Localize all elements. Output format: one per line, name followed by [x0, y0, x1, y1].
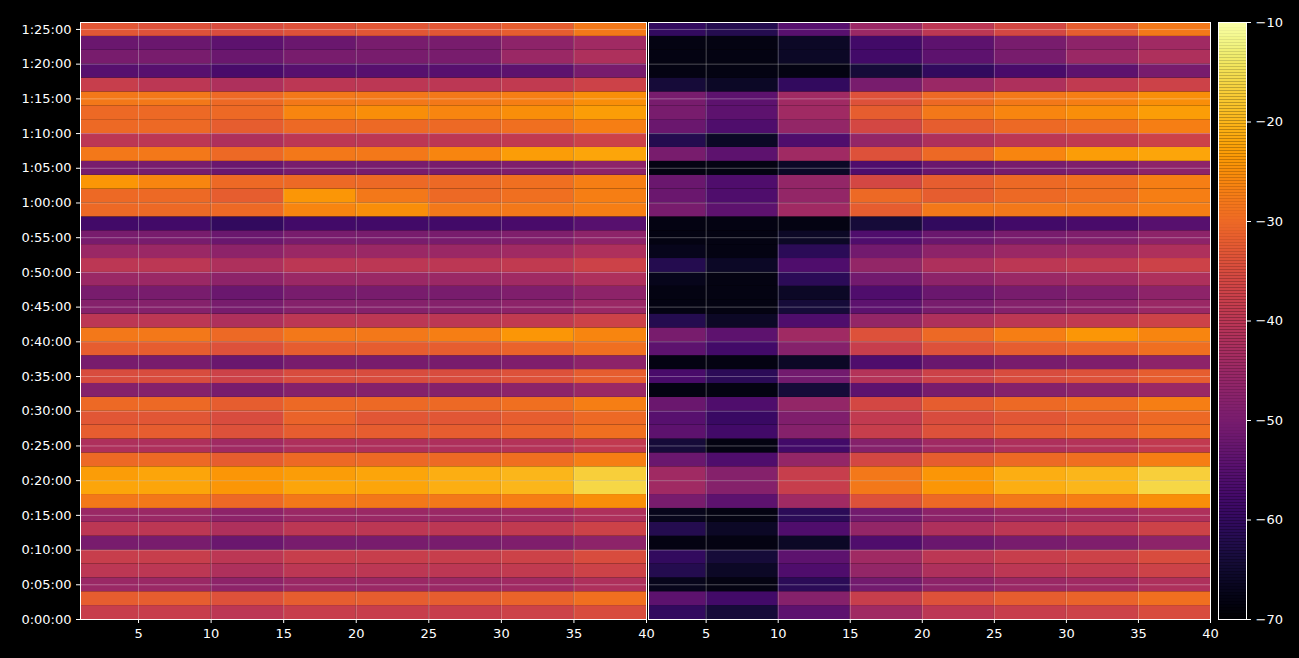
svg-text:20: 20 [348, 626, 365, 641]
svg-text:−20: −20 [1256, 114, 1283, 129]
svg-text:15: 15 [275, 626, 292, 641]
svg-text:40: 40 [1202, 626, 1219, 641]
svg-text:−40: −40 [1256, 313, 1283, 328]
svg-text:30: 30 [1058, 626, 1075, 641]
svg-text:40: 40 [638, 626, 655, 641]
svg-text:−60: −60 [1256, 512, 1283, 527]
svg-text:5: 5 [134, 626, 142, 641]
svg-text:−50: −50 [1256, 413, 1283, 428]
svg-text:0:50:00: 0:50:00 [21, 265, 71, 280]
svg-text:1:25:00: 1:25:00 [21, 22, 71, 37]
svg-text:25: 25 [421, 626, 438, 641]
svg-text:30: 30 [493, 626, 510, 641]
svg-text:1:15:00: 1:15:00 [21, 91, 71, 106]
svg-text:0:20:00: 0:20:00 [21, 473, 71, 488]
svg-text:0:25:00: 0:25:00 [21, 438, 71, 453]
svg-text:25: 25 [986, 626, 1003, 641]
svg-text:10: 10 [770, 626, 787, 641]
svg-text:35: 35 [1130, 626, 1147, 641]
svg-text:−30: −30 [1256, 214, 1283, 229]
svg-text:20: 20 [914, 626, 931, 641]
svg-text:1:05:00: 1:05:00 [21, 160, 71, 175]
svg-text:1:20:00: 1:20:00 [21, 56, 71, 71]
svg-text:35: 35 [566, 626, 583, 641]
svg-text:0:10:00: 0:10:00 [21, 542, 71, 557]
svg-text:0:45:00: 0:45:00 [21, 299, 71, 314]
svg-text:1:10:00: 1:10:00 [21, 126, 71, 141]
svg-text:0:40:00: 0:40:00 [21, 334, 71, 349]
svg-text:15: 15 [842, 626, 859, 641]
svg-text:0:30:00: 0:30:00 [21, 403, 71, 418]
svg-text:0:35:00: 0:35:00 [21, 369, 71, 384]
svg-text:0:55:00: 0:55:00 [21, 230, 71, 245]
svg-text:−10: −10 [1256, 15, 1283, 30]
svg-text:0:00:00: 0:00:00 [21, 612, 71, 627]
svg-text:−70: −70 [1256, 612, 1283, 627]
svg-text:5: 5 [702, 626, 710, 641]
svg-text:1:00:00: 1:00:00 [21, 195, 71, 210]
svg-text:0:05:00: 0:05:00 [21, 577, 71, 592]
svg-text:0:15:00: 0:15:00 [21, 508, 71, 523]
svg-text:10: 10 [203, 626, 220, 641]
